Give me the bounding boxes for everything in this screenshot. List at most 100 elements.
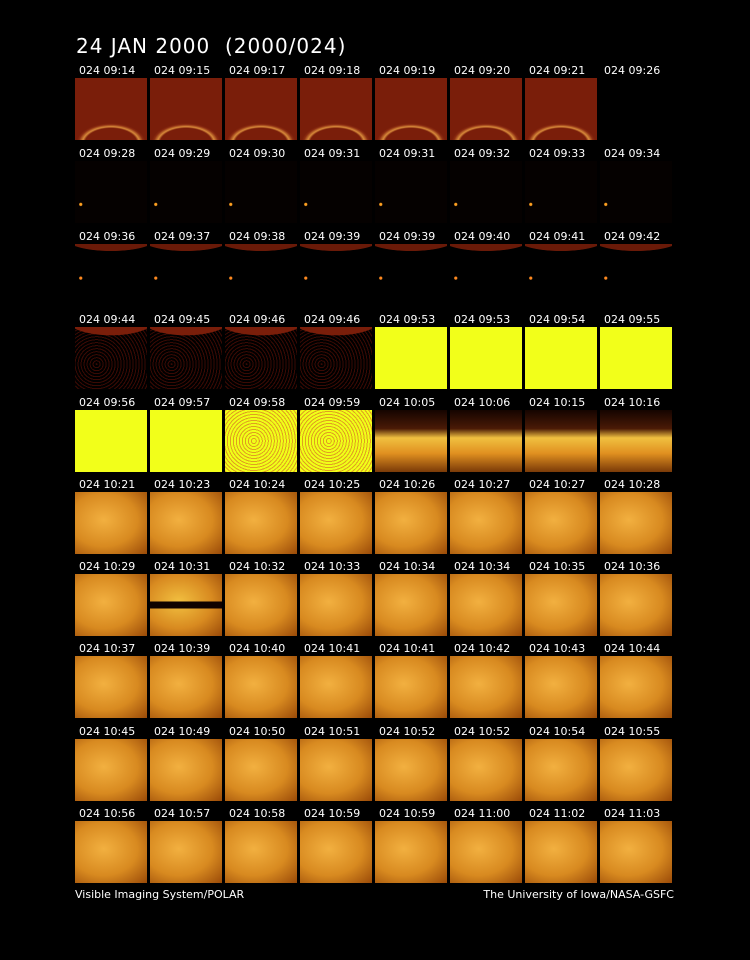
frame-label: 024 10:56: [79, 807, 136, 820]
frame-label: 024 10:43: [529, 642, 586, 655]
frame-label: 024 09:46: [304, 313, 361, 326]
frame-image: [300, 656, 372, 718]
frame-image: [525, 656, 597, 718]
frame-label: 024 09:31: [304, 147, 361, 160]
frame-label: 024 10:49: [154, 725, 211, 738]
frame-label: 024 09:26: [604, 64, 661, 77]
frame-label: 024 09:46: [229, 313, 286, 326]
frame-image: [450, 492, 522, 554]
frame-label: 024 09:40: [454, 230, 511, 243]
frame-image: [150, 78, 222, 140]
frame-label: 024 11:03: [604, 807, 661, 820]
frame-label: 024 11:00: [454, 807, 511, 820]
frame-label: 024 09:19: [379, 64, 436, 77]
frame-label: 024 10:32: [229, 560, 286, 573]
frame-image: [525, 821, 597, 883]
frame-image: [75, 161, 147, 223]
frame-label: 024 09:14: [79, 64, 136, 77]
frame-label: 024 09:20: [454, 64, 511, 77]
frame-label: 024 10:45: [79, 725, 136, 738]
frame-label: 024 09:53: [379, 313, 436, 326]
frame-image: [300, 574, 372, 636]
frame-image: [450, 161, 522, 223]
frame-label: 024 10:27: [529, 478, 586, 491]
frame-image: [75, 574, 147, 636]
frame-label: 024 10:28: [604, 478, 661, 491]
frame-image: [300, 327, 372, 389]
frame-image: [375, 327, 447, 389]
frame-image: [75, 244, 147, 306]
frame-label: 024 09:17: [229, 64, 286, 77]
footer-left: Visible Imaging System/POLAR: [75, 888, 245, 901]
frame-image: [525, 739, 597, 801]
frame-label: 024 10:25: [304, 478, 361, 491]
frame-label: 024 09:29: [154, 147, 211, 160]
frame-image: [225, 492, 297, 554]
frame-label: 024 10:54: [529, 725, 586, 738]
frame-label: 024 10:06: [454, 396, 511, 409]
frame-image: [75, 492, 147, 554]
frame-image: [600, 410, 672, 472]
frame-label: 024 10:27: [454, 478, 511, 491]
frame-label: 024 10:31: [154, 560, 211, 573]
frame-image: [150, 492, 222, 554]
frame-image: [150, 410, 222, 472]
frame-label: 024 10:15: [529, 396, 586, 409]
frame-label: 024 09:18: [304, 64, 361, 77]
frame-image: [225, 574, 297, 636]
frame-image: [225, 656, 297, 718]
frame-image: [150, 821, 222, 883]
frame-label: 024 10:52: [454, 725, 511, 738]
frame-label: 024 09:57: [154, 396, 211, 409]
frame-image: [300, 161, 372, 223]
frame-image: [75, 739, 147, 801]
frame-image: [600, 78, 672, 140]
frame-image: [525, 574, 597, 636]
frame-label: 024 10:57: [154, 807, 211, 820]
frame-image: [225, 410, 297, 472]
frame-label: 024 10:41: [304, 642, 361, 655]
frame-image: [225, 739, 297, 801]
frame-image: [150, 739, 222, 801]
frame-image: [300, 244, 372, 306]
frame-label: 024 10:55: [604, 725, 661, 738]
frame-label: 024 10:37: [79, 642, 136, 655]
frame-image: [375, 78, 447, 140]
frame-image: [300, 410, 372, 472]
frame-image: [600, 492, 672, 554]
frame-image: [450, 327, 522, 389]
frame-label: 024 10:21: [79, 478, 136, 491]
frame-label: 024 10:16: [604, 396, 661, 409]
frame-image: [225, 327, 297, 389]
frame-image: [450, 410, 522, 472]
frame-label: 024 09:36: [79, 230, 136, 243]
frame-label: 024 10:24: [229, 478, 286, 491]
frame-image: [600, 574, 672, 636]
frame-image: [525, 161, 597, 223]
frame-label: 024 10:36: [604, 560, 661, 573]
frame-label: 024 09:54: [529, 313, 586, 326]
frame-image: [150, 244, 222, 306]
frame-image: [600, 656, 672, 718]
frame-image: [150, 656, 222, 718]
frame-label: 024 10:34: [454, 560, 511, 573]
frame-image: [75, 78, 147, 140]
frame-label: 024 09:45: [154, 313, 211, 326]
frame-image: [300, 821, 372, 883]
frame-label: 024 10:40: [229, 642, 286, 655]
frame-image: [525, 78, 597, 140]
frame-image: [600, 161, 672, 223]
frame-label: 024 09:56: [79, 396, 136, 409]
frame-label: 024 09:39: [379, 230, 436, 243]
frame-image: [150, 327, 222, 389]
frame-image: [375, 656, 447, 718]
title: 24 JAN 2000 (2000/024): [76, 34, 347, 58]
frame-label: 024 10:50: [229, 725, 286, 738]
frame-image: [450, 78, 522, 140]
frame-image: [375, 410, 447, 472]
frame-label: 024 10:41: [379, 642, 436, 655]
frame-image: [300, 78, 372, 140]
frame-image: [450, 574, 522, 636]
frame-image: [525, 492, 597, 554]
frame-label: 024 10:51: [304, 725, 361, 738]
